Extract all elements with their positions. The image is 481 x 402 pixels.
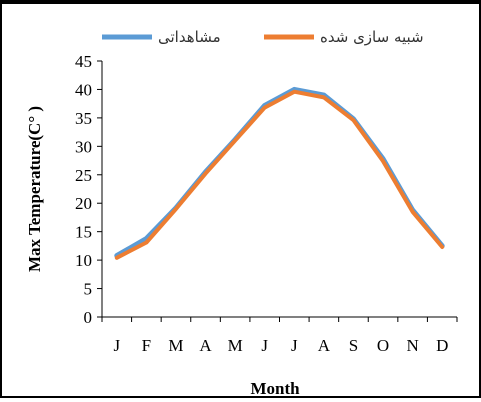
chart: مشاهداتی شبیه سازی شده 0 5 10 15 20 25 30 35 40 4… xyxy=(2,4,481,402)
legend-label-observed: مشاهداتی xyxy=(158,28,221,46)
y-tick-label: 15 xyxy=(75,223,92,242)
y-tick-label: 0 xyxy=(84,308,93,327)
x-tick-label: M xyxy=(168,336,183,355)
y-tick-label: 25 xyxy=(75,166,92,185)
x-tick-label: A xyxy=(318,336,331,355)
x-tick-label: A xyxy=(199,336,212,355)
y-tick-label: 45 xyxy=(75,52,92,71)
y-tick-label: 40 xyxy=(75,80,92,99)
x-tick-label: O xyxy=(377,336,389,355)
legend-label-simulated: شبیه سازی شده xyxy=(320,28,424,46)
legend: مشاهداتی شبیه سازی شده xyxy=(102,28,424,46)
x-tick-label: S xyxy=(349,336,358,355)
x-axis-title: Month xyxy=(250,379,300,398)
x-tick-label: J xyxy=(113,336,120,355)
series-line-observed xyxy=(117,89,442,255)
x-tick-label: F xyxy=(142,336,151,355)
y-tick-label: 20 xyxy=(75,194,92,213)
y-tick-label: 35 xyxy=(75,109,92,128)
x-tick-label: J xyxy=(291,336,298,355)
y-tick-label: 5 xyxy=(84,280,93,299)
x-tick-label: J xyxy=(261,336,268,355)
y-axis-title: Max Temperature(C° ) xyxy=(25,106,44,272)
x-tick-label: M xyxy=(228,336,243,355)
y-tick-label: 10 xyxy=(75,251,92,270)
x-tick-label: N xyxy=(406,336,418,355)
x-tick-label: D xyxy=(436,336,448,355)
series xyxy=(117,89,442,257)
y-ticks: 0 5 10 15 20 25 30 35 40 45 xyxy=(75,52,102,327)
y-tick-label: 30 xyxy=(75,137,92,156)
